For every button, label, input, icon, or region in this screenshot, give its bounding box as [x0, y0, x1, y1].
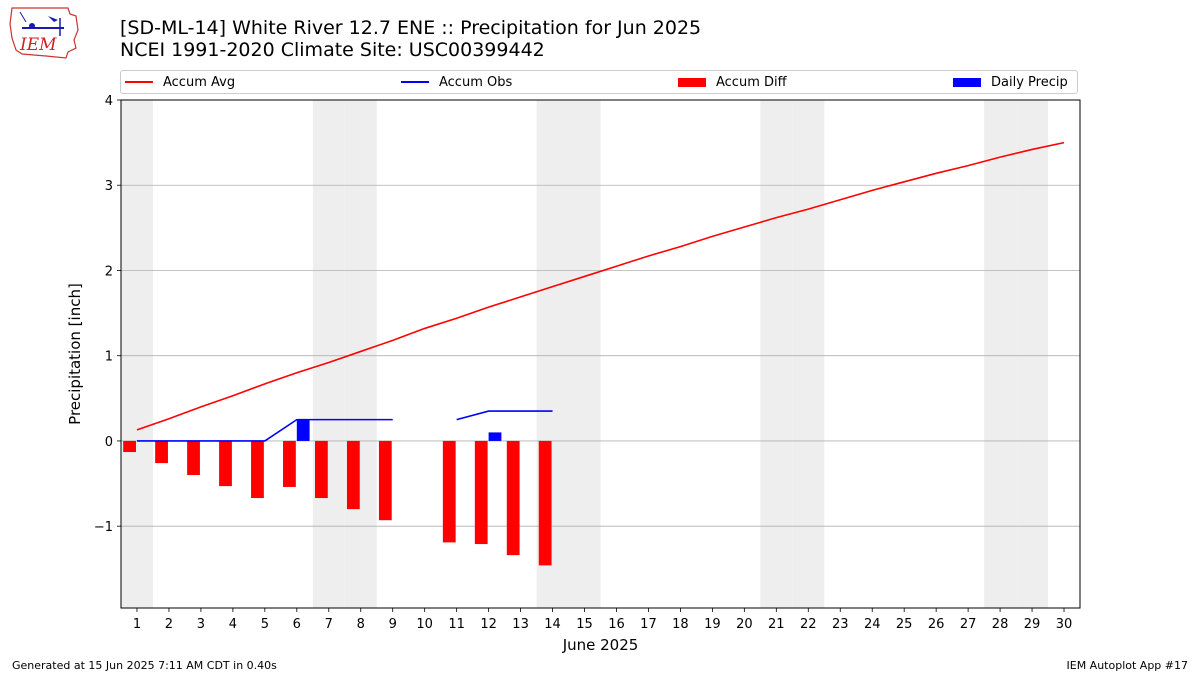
x-tick-label-26: 26: [928, 617, 945, 632]
weekend-shade-day-7: [312, 100, 345, 608]
x-tick-label-1: 1: [133, 617, 141, 632]
lines: [136, 141, 1065, 442]
y-tick-label-0: 0: [105, 435, 113, 450]
x-tick-label-18: 18: [672, 617, 689, 632]
legend-item-daily-precip: Daily Precip: [953, 71, 1068, 93]
x-tick-label-23: 23: [832, 617, 849, 632]
x-tick-label-4: 4: [229, 617, 237, 632]
x-tick-label-2: 2: [165, 617, 173, 632]
daily-precip-bar-day-12: [488, 432, 502, 441]
footer-app: IEM Autoplot App #17: [1066, 659, 1189, 672]
y-tick-label--1: −1: [94, 520, 113, 535]
accum-diff-bar-day-14: [538, 440, 552, 566]
y-axis-label: Precipitation [inch]: [66, 283, 84, 425]
weekend-shade-day-21: [760, 100, 793, 608]
accum-diff-bar-day-5: [251, 440, 264, 499]
x-tick-label-22: 22: [800, 617, 817, 632]
accum-diff-bar-day-13: [506, 440, 520, 556]
x-axis-label: June 2025: [562, 636, 639, 654]
x-tick-label-12: 12: [480, 617, 497, 632]
x-tick-label-3: 3: [197, 617, 205, 632]
x-tick-label-14: 14: [544, 617, 561, 632]
y-tick-label-1: 1: [105, 350, 113, 365]
x-tick-label-5: 5: [261, 617, 269, 632]
legend-label-accum-avg: Accum Avg: [163, 74, 236, 90]
accum-diff-bar-day-9: [378, 440, 392, 521]
x-tick-label-20: 20: [736, 617, 753, 632]
bars: [123, 419, 552, 566]
accum-diff-bar-day-8: [346, 440, 360, 510]
x-tick-label-30: 30: [1056, 617, 1073, 632]
weekend-shade-day-14: [536, 100, 569, 608]
x-tick-label-28: 28: [992, 617, 1009, 632]
iem-logo: IEM: [9, 7, 79, 59]
weekend-shading: [121, 100, 1049, 608]
legend-label-accum-obs: Accum Obs: [439, 74, 513, 90]
accum-diff-bar-day-7: [314, 440, 328, 499]
legend-item-accum-diff: Accum Diff: [678, 71, 787, 93]
x-tick-label-21: 21: [768, 617, 785, 632]
x-tick-label-15: 15: [576, 617, 593, 632]
daily-precip-bar-day-6: [296, 419, 310, 441]
x-tick-label-8: 8: [357, 617, 365, 632]
chart-legend: Accum Avg Accum Obs Accum Diff Daily Pre…: [120, 70, 1078, 94]
chart-subtitle: NCEI 1991-2020 Climate Site: USC00399442: [120, 39, 545, 61]
accum-diff-bar-day-12: [474, 440, 488, 545]
weekend-shade-day-22: [792, 100, 825, 608]
legend-label-accum-diff: Accum Diff: [716, 74, 787, 90]
logo-lettering: IEM: [19, 35, 57, 55]
gridlines: [121, 99, 1080, 527]
weekend-shade-day-1: [121, 100, 153, 608]
x-tick-label-9: 9: [389, 617, 397, 632]
accum-diff-bar-day-2: [155, 440, 168, 464]
weekend-shade-day-15: [568, 100, 601, 608]
y-tick-label-4: 4: [105, 94, 113, 109]
x-tick-label-24: 24: [864, 617, 881, 632]
x-tick-label-17: 17: [640, 617, 657, 632]
accum-avg-line: [136, 141, 1065, 431]
x-tick-label-13: 13: [512, 617, 529, 632]
legend-item-accum-obs: Accum Obs: [401, 71, 512, 93]
legend-label-daily-precip: Daily Precip: [991, 74, 1068, 90]
weekend-shade-day-29: [1016, 100, 1049, 608]
accum-diff-bar-day-6: [283, 440, 296, 487]
legend-item-accum-avg: Accum Avg: [125, 71, 235, 93]
legend-swatch-accum-diff: [678, 77, 706, 87]
plot-frame: [120, 99, 1081, 609]
footer-generated: Generated at 15 Jun 2025 7:11 AM CDT in …: [12, 659, 277, 672]
weekend-shade-day-28: [984, 100, 1017, 608]
y-tick-label-2: 2: [105, 264, 113, 279]
legend-swatch-daily-precip: [953, 77, 981, 87]
x-tick-label-11: 11: [448, 617, 465, 632]
chart-title: [SD-ML-14] White River 12.7 ENE :: Preci…: [120, 17, 702, 39]
axis-ticks: 1 2 3 4 5 6 7 8 9 10 11 12 13 14 15 16 17 18 19 20 21 22 23 24 2…: [94, 94, 1072, 632]
legend-swatch-accum-obs: [401, 81, 429, 83]
x-tick-label-25: 25: [896, 617, 913, 632]
accum-obs-line-segment-1: [136, 418, 393, 442]
x-tick-label-16: 16: [608, 617, 625, 632]
accum-obs-line-segment-2: [456, 410, 553, 421]
accum-diff-bar-day-1: [123, 440, 136, 453]
x-tick-label-10: 10: [416, 617, 433, 632]
x-tick-label-29: 29: [1024, 617, 1041, 632]
x-tick-label-27: 27: [960, 617, 977, 632]
x-tick-label-6: 6: [293, 617, 301, 632]
accum-diff-bar-day-4: [219, 440, 232, 487]
x-tick-label-7: 7: [325, 617, 333, 632]
accum-diff-bar-day-3: [187, 440, 200, 476]
accum-diff-bar-day-11: [442, 440, 456, 543]
x-tick-label-19: 19: [704, 617, 721, 632]
legend-swatch-accum-avg: [125, 81, 153, 83]
weekend-shade-day-8: [344, 100, 377, 608]
y-tick-label-3: 3: [105, 179, 113, 194]
